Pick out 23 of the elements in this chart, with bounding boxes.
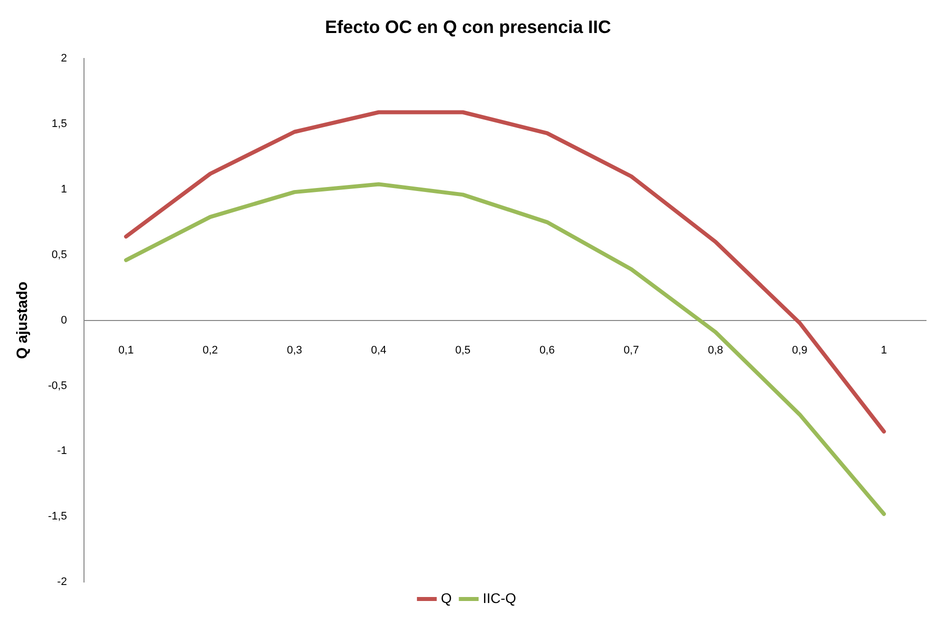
legend-label: IIC-Q — [482, 590, 516, 606]
x-tick-label: 0,7 — [624, 344, 639, 356]
x-tick-label: 0,1 — [118, 344, 134, 356]
y-tick-label: -0,5 — [48, 380, 67, 392]
x-tick-label: 0,4 — [371, 344, 386, 356]
x-tick-label: 0,5 — [455, 344, 471, 356]
y-tick-label: -1,5 — [48, 510, 67, 523]
y-tick-label: 1 — [60, 183, 67, 196]
x-tick-label: 0,2 — [202, 344, 218, 356]
x-tick-label: 0,8 — [708, 344, 724, 356]
y-tick-label: 1,5 — [52, 118, 67, 130]
x-tick-label: 1 — [880, 344, 887, 356]
y-tick-label: 0 — [60, 314, 67, 326]
y-tick-label: -2 — [57, 576, 67, 588]
x-tick-label: 0,6 — [539, 344, 555, 356]
y-tick-label: -1 — [57, 445, 67, 458]
y-tick-label: 0,5 — [52, 248, 67, 261]
y-tick-label: 2 — [60, 52, 67, 65]
x-tick-label: 0,9 — [792, 344, 808, 356]
legend-label: Q — [440, 590, 452, 606]
x-tick-label: 0,3 — [286, 344, 302, 356]
y-axis-title: Q ajustado — [14, 282, 32, 360]
chart-title: Efecto OC en Q con presencia IIC — [324, 16, 612, 37]
